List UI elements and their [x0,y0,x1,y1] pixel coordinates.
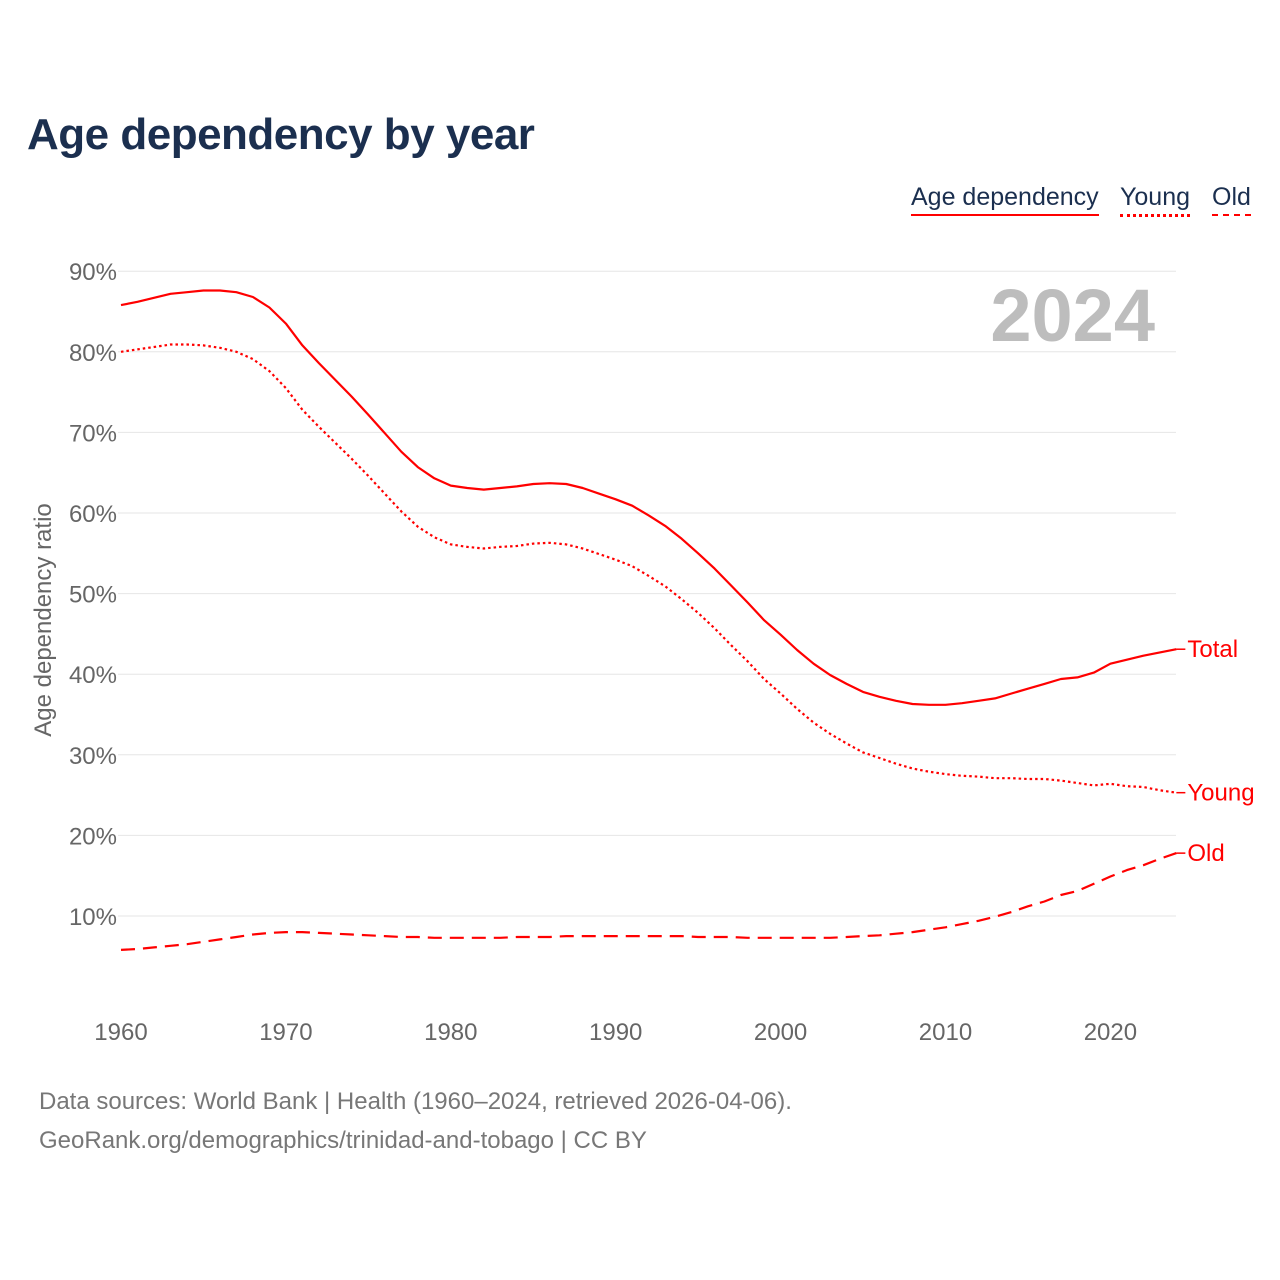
x-tick-label: 1960 [94,1019,147,1046]
y-tick-label: 90% [69,259,117,286]
x-tick-label: 2010 [919,1019,972,1046]
end-label-total: Total [1187,636,1238,663]
line-chart: 10% 20% 30% 40% 50% 60% 70% 80% 90% 1960 1970 1980… [30,259,1255,1046]
y-tick-label: 30% [69,743,117,770]
legend-item-young[interactable]: Young [1120,183,1190,217]
y-tick-label: 60% [69,501,117,528]
x-tick-label: 1970 [259,1019,312,1046]
y-tick-label: 20% [69,823,117,850]
y-tick-label: 80% [69,340,117,367]
year-watermark: 2024 [990,274,1155,357]
x-axis-ticks: 1960 1970 1980 1990 2000 2010 2020 [94,1019,1137,1046]
footer-sources: Data sources: World Bank | Health (1960–… [39,1088,792,1115]
y-tick-label: 40% [69,662,117,689]
x-tick-label: 2020 [1084,1019,1137,1046]
end-label-young: Young [1187,780,1254,807]
series-line-old [120,852,1177,951]
x-tick-label: 1980 [424,1019,477,1046]
footer-attribution[interactable]: GeoRank.org/demographics/trinidad-and-to… [39,1127,647,1154]
y-axis-label: Age dependency ratio [30,503,57,737]
series-lines: Total Young Old [120,289,1255,951]
chart-title: Age dependency by year [27,110,535,159]
end-label-old: Old [1187,840,1224,867]
series-line-total [120,289,1177,706]
series-line-young [120,343,1177,794]
legend-item-age-dependency[interactable]: Age dependency [911,183,1099,216]
gridlines [118,270,1176,917]
legend-item-old[interactable]: Old [1212,183,1251,216]
y-tick-label: 10% [69,904,117,931]
x-tick-label: 1990 [589,1019,642,1046]
y-tick-label: 50% [69,582,117,609]
y-tick-label: 70% [69,420,117,447]
y-axis-ticks: 10% 20% 30% 40% 50% 60% 70% 80% 90% [69,259,117,931]
x-tick-label: 2000 [754,1019,807,1046]
